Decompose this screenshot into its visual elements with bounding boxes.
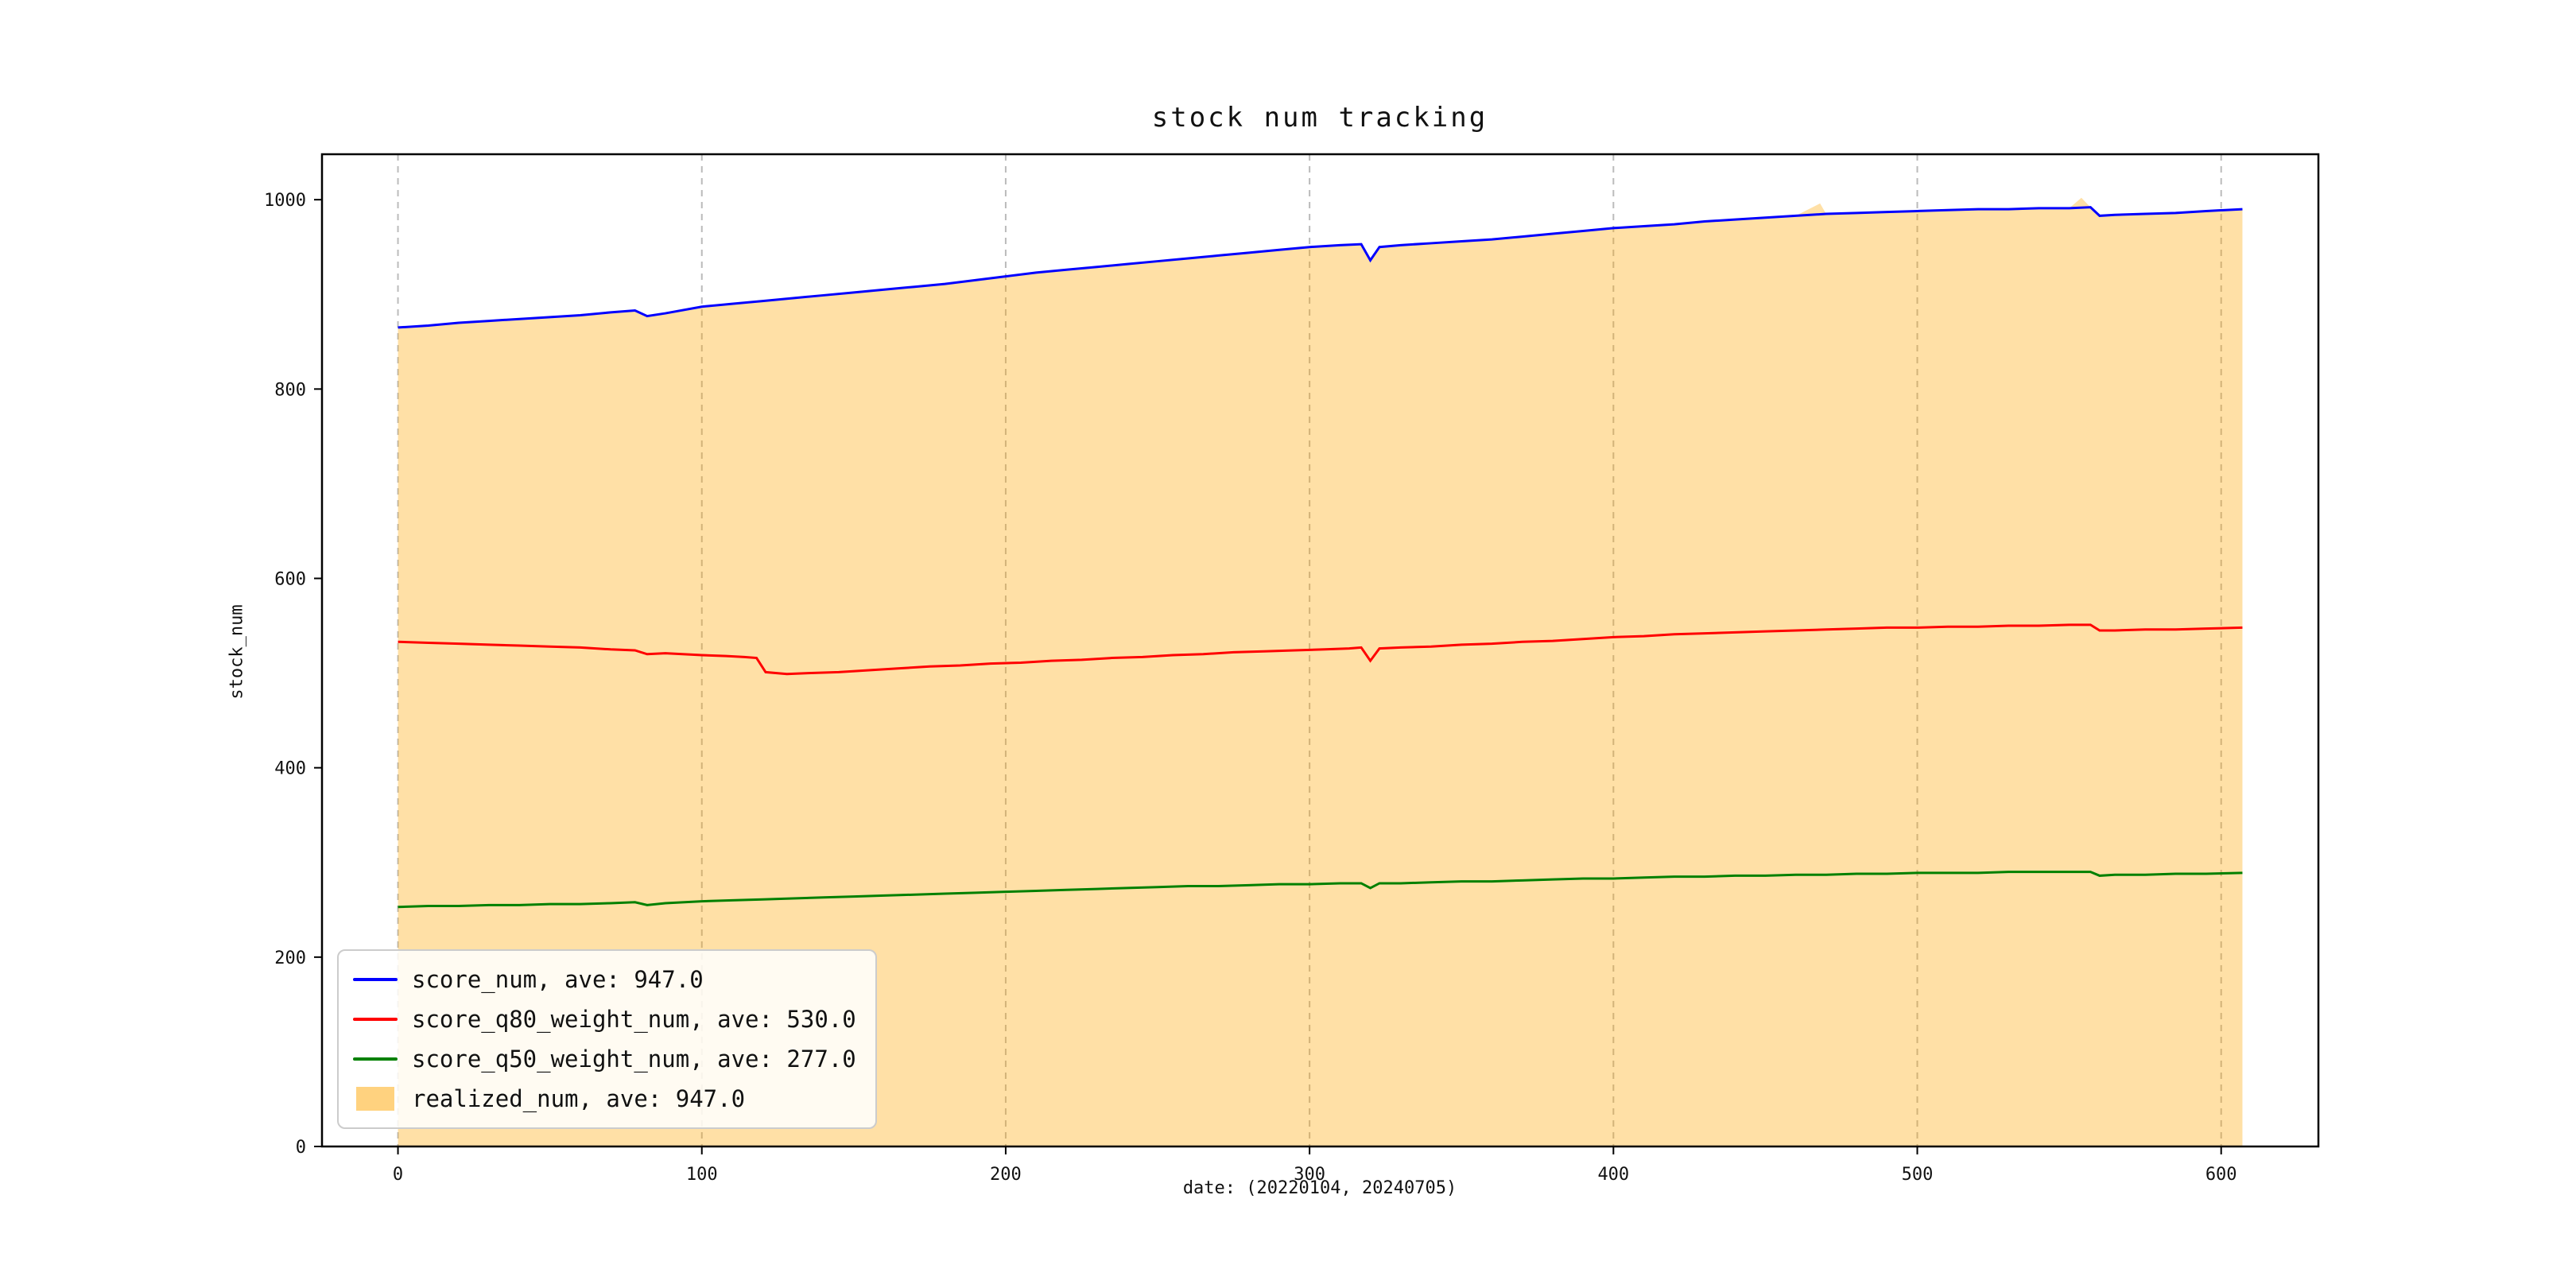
- legend-line-swatch: [353, 1057, 398, 1061]
- x-tick-label: 600: [2206, 1165, 2237, 1185]
- legend-label: score_q50_weight_num, ave: 277.0: [412, 1046, 856, 1073]
- legend-label: score_q80_weight_num, ave: 530.0: [412, 1006, 856, 1033]
- line-series: [398, 871, 2243, 909]
- y-tick-label: 0: [296, 1138, 306, 1158]
- y-tick-label: 1000: [264, 191, 306, 211]
- x-axis-label: date: (20220104, 20240705): [1182, 1178, 1457, 1198]
- legend-item: score_q80_weight_num, ave: 530.0: [353, 1002, 856, 1037]
- y-tick-label: 600: [274, 569, 306, 589]
- y-tick-label: 400: [274, 759, 306, 779]
- x-tick-label: 500: [1902, 1165, 1934, 1185]
- y-tick-label: 200: [274, 949, 306, 968]
- x-tick-label: 400: [1597, 1165, 1629, 1185]
- legend-label: realized_num, ave: 947.0: [412, 1085, 746, 1112]
- y-tick-label: 800: [274, 380, 306, 400]
- legend-patch-swatch: [356, 1087, 394, 1111]
- legend-item: realized_num, ave: 947.0: [353, 1081, 856, 1116]
- x-tick-label: 0: [393, 1165, 403, 1185]
- x-tick-label: 300: [1294, 1165, 1325, 1185]
- legend-item: score_num, ave: 947.0: [353, 962, 856, 997]
- x-tick-label: 200: [990, 1165, 1022, 1185]
- area-series: [398, 197, 2243, 1147]
- legend: score_num, ave: 947.0 score_q80_weight_nu…: [337, 949, 877, 1129]
- line-series: [398, 623, 2243, 676]
- line-series: [398, 206, 2243, 329]
- y-axis-label: stock_num: [227, 604, 247, 700]
- axes-box: [320, 153, 2320, 1148]
- x-tick-label: 100: [686, 1165, 718, 1185]
- legend-item: score_q50_weight_num, ave: 277.0: [353, 1042, 856, 1077]
- legend-line-swatch: [353, 978, 398, 981]
- legend-line-swatch: [353, 1018, 398, 1021]
- chart-title: stock num tracking: [1151, 102, 1488, 134]
- legend-label: score_num, ave: 947.0: [412, 966, 704, 993]
